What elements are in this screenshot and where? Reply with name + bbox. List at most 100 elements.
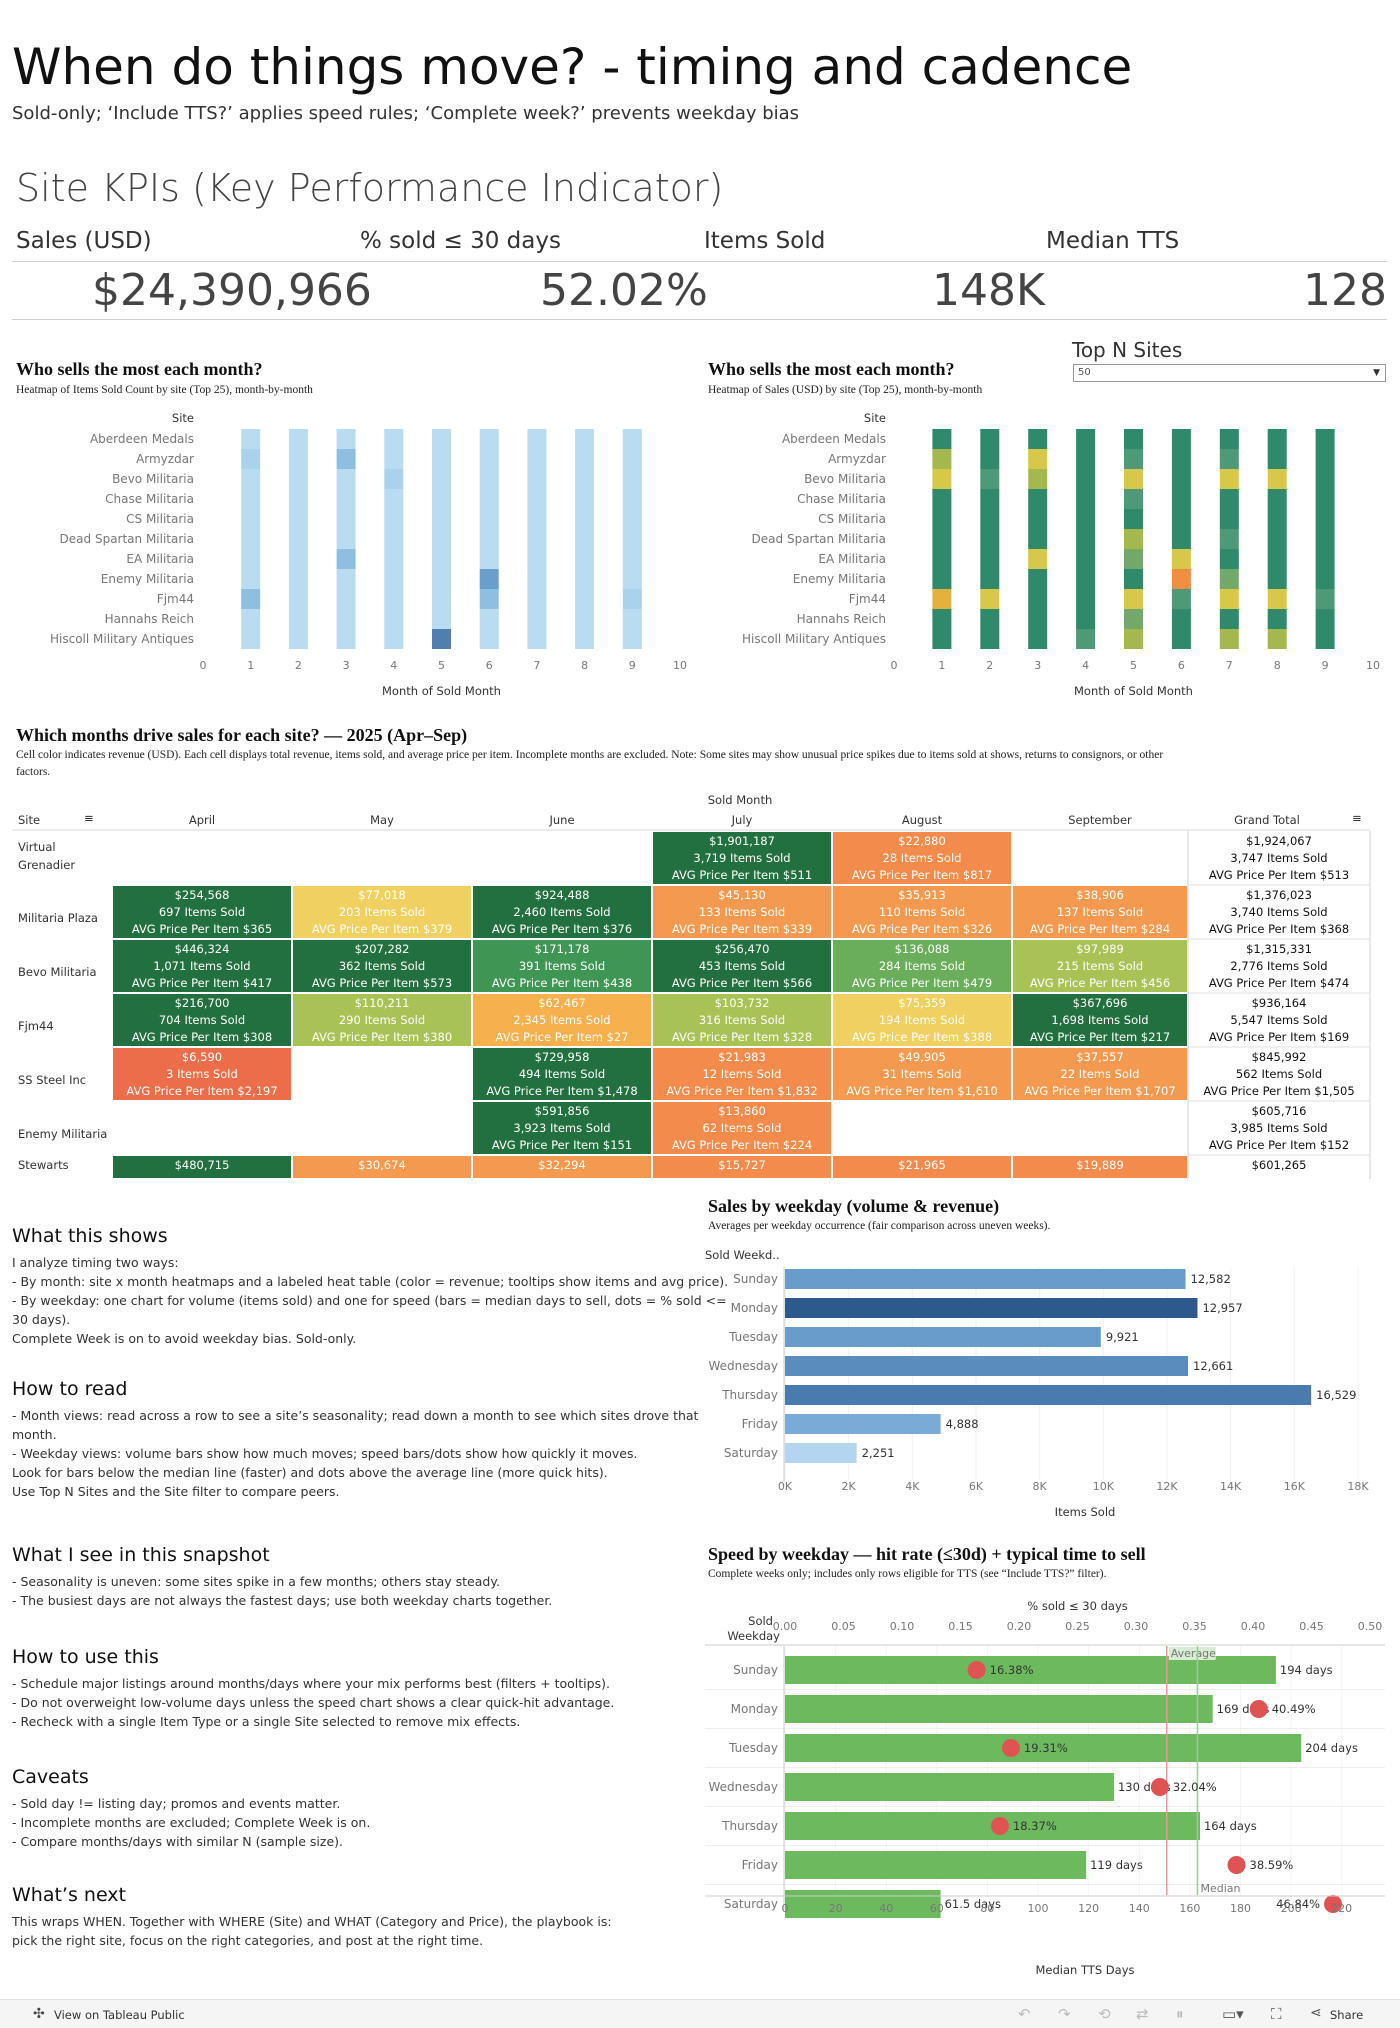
heatmap-cell[interactable] — [479, 449, 499, 469]
share-button[interactable]: Share — [1330, 2008, 1364, 2022]
redo-icon[interactable]: ↷ — [1058, 2005, 1071, 2023]
heatmap-cell[interactable] — [622, 429, 642, 449]
table-cell[interactable] — [653, 994, 831, 1046]
heatmap-cell[interactable] — [575, 469, 595, 489]
refresh-icon[interactable]: ⇄ — [1136, 2005, 1149, 2023]
table-cell[interactable] — [113, 1156, 291, 1178]
table-cell[interactable] — [1013, 1156, 1187, 1178]
table-cell[interactable] — [1013, 1048, 1187, 1100]
heatmap-cell[interactable] — [336, 449, 356, 469]
table-cell[interactable] — [473, 940, 651, 992]
heatmap-cell[interactable] — [479, 589, 499, 609]
heatmap-cell[interactable] — [1267, 629, 1287, 649]
comment-icon[interactable]: ▭▾ — [1222, 2005, 1244, 2023]
heatmap-cell[interactable] — [1124, 609, 1143, 629]
volume-bar[interactable] — [785, 1327, 1101, 1347]
heatmap-cell[interactable] — [1315, 449, 1335, 469]
speed-bar[interactable] — [785, 1734, 1302, 1762]
pct-sold-dot[interactable] — [1150, 1778, 1169, 1796]
heatmap-cell[interactable] — [1028, 609, 1048, 629]
heatmap-cell[interactable] — [432, 529, 451, 549]
share-icon[interactable]: ⋖ — [1310, 2005, 1322, 2021]
kpi-value-sales[interactable]: $24,390,966 — [92, 265, 372, 316]
heatmap-cell[interactable] — [1267, 609, 1287, 629]
heatmap-cell[interactable] — [432, 589, 451, 609]
heatmap-cell[interactable] — [1076, 469, 1096, 489]
table-site-header[interactable]: Site — [18, 813, 40, 827]
heatmap-cell[interactable] — [1124, 469, 1143, 489]
heatmap-cell[interactable] — [1171, 569, 1191, 589]
heatmap-cell[interactable] — [575, 489, 595, 509]
heatmap-cell[interactable] — [1171, 489, 1191, 509]
heatmap-cell[interactable] — [1028, 489, 1048, 509]
heatmap-cell[interactable] — [1219, 489, 1239, 509]
table-cell[interactable] — [833, 1156, 1011, 1178]
heatmap-cell[interactable] — [479, 609, 499, 629]
heatmap-cell[interactable] — [1028, 569, 1048, 589]
heatmap-cell[interactable] — [479, 509, 499, 529]
heatmap-cell[interactable] — [241, 609, 261, 629]
heatmap-cell[interactable] — [980, 489, 1000, 509]
heatmap-cell[interactable] — [241, 589, 261, 609]
heatmap-cell[interactable] — [336, 429, 356, 449]
table-cell[interactable] — [113, 994, 291, 1046]
heatmap-cell[interactable] — [432, 429, 451, 449]
heatmap-cell[interactable] — [575, 589, 595, 609]
heatmap-cell[interactable] — [1028, 549, 1048, 569]
sales-heat-table[interactable]: Sold Month Site ≡ April May June July August Sep… — [0, 785, 1400, 1180]
heatmap-cell[interactable] — [980, 469, 1000, 489]
heatmap-cell[interactable] — [288, 489, 308, 509]
heatmap-cell[interactable] — [288, 449, 308, 469]
heatmap-cell[interactable] — [980, 569, 1000, 589]
heatmap-cell[interactable] — [622, 509, 642, 529]
heatmap-cell[interactable] — [288, 569, 308, 589]
heatmap-cell[interactable] — [1315, 589, 1335, 609]
table-cell[interactable] — [653, 1102, 831, 1154]
pause-icon[interactable]: ⏸ — [1176, 2005, 1184, 2023]
heatmap-cell[interactable] — [980, 629, 1000, 649]
heatmap-cell[interactable] — [288, 469, 308, 489]
speed-bar[interactable] — [785, 1773, 1114, 1801]
heatmap-cell[interactable] — [1076, 609, 1096, 629]
heatmap-cell[interactable] — [241, 449, 261, 469]
heatmap-cell[interactable] — [1028, 429, 1048, 449]
heatmap-cell[interactable] — [384, 469, 404, 489]
table-cell[interactable] — [833, 886, 1011, 938]
heatmap-cell[interactable] — [432, 509, 451, 529]
heatmap-cell[interactable] — [1219, 469, 1239, 489]
heatmap-cell[interactable] — [575, 549, 595, 569]
table-cell[interactable] — [653, 1048, 831, 1100]
top-n-sites-dropdown[interactable]: 50 ▼ — [1073, 364, 1386, 382]
speed-bar[interactable] — [785, 1656, 1276, 1684]
heatmap-cell[interactable] — [1076, 629, 1096, 649]
heatmap-cell[interactable] — [384, 569, 404, 589]
table-cell[interactable] — [473, 1156, 651, 1178]
heatmap-cell[interactable] — [622, 489, 642, 509]
heatmap-cell[interactable] — [1124, 529, 1143, 549]
heatmap-cell[interactable] — [575, 449, 595, 469]
heatmap-cell[interactable] — [1028, 629, 1048, 649]
heatmap-cell[interactable] — [932, 489, 952, 509]
heatmap-cell[interactable] — [1076, 429, 1096, 449]
heatmap-cell[interactable] — [980, 609, 1000, 629]
heatmap-cell[interactable] — [622, 549, 642, 569]
heatmap-cell[interactable] — [336, 629, 356, 649]
heatmap-cell[interactable] — [1124, 589, 1143, 609]
heatmap-cell[interactable] — [288, 429, 308, 449]
heatmap-cell[interactable] — [1076, 549, 1096, 569]
heatmap-cell[interactable] — [1315, 569, 1335, 589]
volume-bar[interactable] — [785, 1385, 1312, 1405]
heatmap-cell[interactable] — [1171, 589, 1191, 609]
heatmap-cell[interactable] — [241, 549, 261, 569]
heatmap-cell[interactable] — [1267, 489, 1287, 509]
undo-icon[interactable]: ↶ — [1018, 2005, 1031, 2023]
heatmap-cell[interactable] — [288, 609, 308, 629]
heatmap-cell[interactable] — [384, 589, 404, 609]
heatmap-cell[interactable] — [622, 449, 642, 469]
heatmap-cell[interactable] — [384, 489, 404, 509]
heatmap-cell[interactable] — [527, 609, 547, 629]
heatmap-cell[interactable] — [1315, 549, 1335, 569]
heatmap-cell[interactable] — [384, 549, 404, 569]
sort-icon[interactable]: ≡ — [1352, 811, 1362, 825]
heatmap-cell[interactable] — [432, 449, 451, 469]
